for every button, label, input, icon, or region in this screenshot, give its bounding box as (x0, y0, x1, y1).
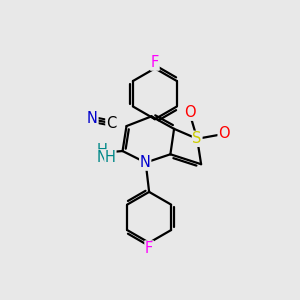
Text: H: H (105, 150, 116, 165)
Text: O: O (184, 105, 195, 120)
Text: N: N (87, 111, 98, 126)
Text: N: N (140, 155, 151, 170)
Text: H: H (96, 143, 107, 158)
Text: N: N (96, 150, 107, 165)
Text: F: F (151, 55, 159, 70)
Text: S: S (193, 131, 202, 146)
Text: F: F (145, 241, 153, 256)
Text: C: C (106, 116, 116, 130)
Text: O: O (218, 126, 230, 141)
